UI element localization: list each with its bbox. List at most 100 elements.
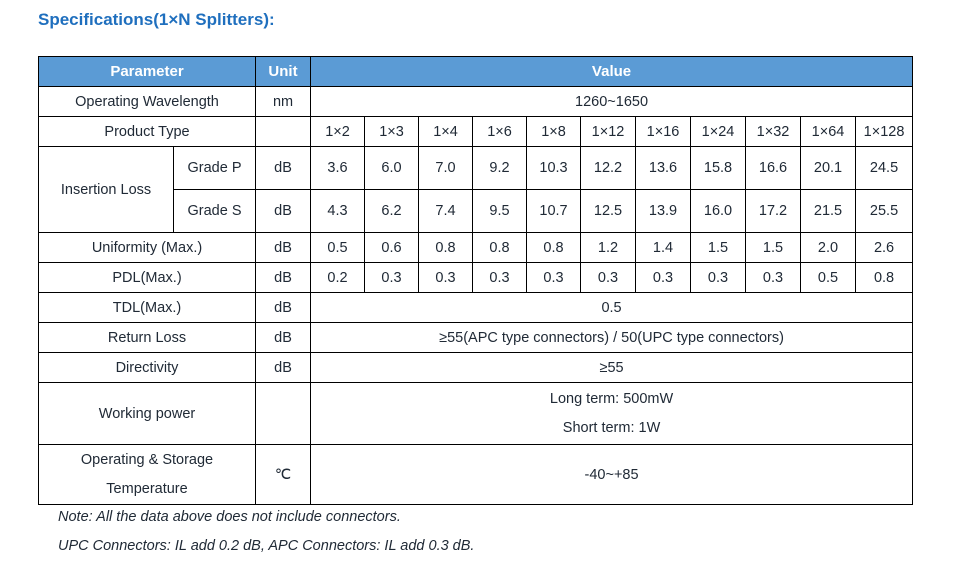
- value-cell: 25.5: [855, 189, 914, 233]
- temperature-label-line1: Operating & Storage: [80, 452, 214, 468]
- working-power-long-term: Long term: 500mW: [549, 391, 674, 407]
- grade-label: Grade P: [172, 146, 257, 190]
- unit-cell: dB: [255, 189, 312, 233]
- value-cell: 3.6: [310, 146, 366, 190]
- value-cell: Long term: 500mW Short term: 1W: [310, 382, 914, 445]
- unit-cell: ℃: [255, 444, 312, 505]
- param-label: Return Loss: [37, 322, 257, 353]
- value-cell: 0.3: [745, 262, 802, 293]
- value-cell: 0.5: [310, 232, 366, 263]
- param-label: Operating & Storage Temperature: [37, 444, 257, 505]
- row-return-loss: Return Loss dB ≥55(APC type connectors) …: [37, 322, 914, 353]
- value-cell: 0.3: [418, 262, 474, 293]
- unit-cell: dB: [255, 292, 312, 323]
- product-type-cell: 1×3: [364, 116, 420, 147]
- product-type-cell: 1×8: [526, 116, 582, 147]
- row-insertion-loss-grade-s: Grade S dB 4.3 6.2 7.4 9.5 10.7 12.5 13.…: [39, 189, 914, 233]
- value-cell: 1.4: [635, 232, 692, 263]
- value-cell: 16.6: [745, 146, 802, 190]
- value-cell: 0.3: [364, 262, 420, 293]
- value-cell: 20.1: [800, 146, 857, 190]
- unit-cell: dB: [255, 322, 312, 353]
- value-cell: 12.2: [580, 146, 637, 190]
- param-label: Working power: [37, 382, 257, 445]
- grade-label: Grade S: [172, 189, 257, 233]
- value-cell: 13.6: [635, 146, 692, 190]
- value-cell: 2.0: [800, 232, 857, 263]
- row-insertion-loss-grade-p: Insertion Loss Grade P dB 3.6 6.0 7.0 9.…: [38, 146, 914, 233]
- unit-cell: dB: [255, 262, 312, 293]
- value-cell: 0.8: [855, 262, 914, 293]
- value-cell: 16.0: [690, 189, 747, 233]
- param-label: Insertion Loss: [38, 146, 174, 233]
- value-cell: 0.8: [418, 232, 474, 263]
- param-label: Operating Wavelength: [37, 86, 257, 117]
- row-pdl: PDL(Max.) dB 0.2 0.3 0.3 0.3 0.3 0.3 0.3…: [37, 262, 914, 293]
- value-cell: 10.7: [526, 189, 582, 233]
- value-cell: ≥55: [310, 352, 914, 383]
- product-type-cell: 1×16: [635, 116, 692, 147]
- value-cell: 9.2: [472, 146, 528, 190]
- note-connectors: Note: All the data above does not includ…: [58, 509, 401, 525]
- param-label: TDL(Max.): [37, 292, 257, 323]
- value-cell: 7.0: [418, 146, 474, 190]
- value-cell: 0.8: [526, 232, 582, 263]
- product-type-cell: 1×64: [800, 116, 857, 147]
- param-label: PDL(Max.): [37, 262, 257, 293]
- value-cell: 15.8: [690, 146, 747, 190]
- value-cell: 7.4: [418, 189, 474, 233]
- value-cell: 0.6: [364, 232, 420, 263]
- header-unit: Unit: [255, 56, 312, 87]
- param-label: Product Type: [37, 116, 257, 147]
- value-cell: 17.2: [745, 189, 802, 233]
- value-cell: 0.3: [635, 262, 692, 293]
- value-cell: 1.5: [690, 232, 747, 263]
- value-cell: 0.8: [472, 232, 528, 263]
- value-cell: 4.3: [310, 189, 366, 233]
- value-cell: 0.2: [310, 262, 366, 293]
- page-title: Specifications(1×N Splitters):: [38, 10, 275, 29]
- value-cell: 1.5: [745, 232, 802, 263]
- product-type-cell: 1×2: [310, 116, 366, 147]
- product-type-cell: 1×4: [418, 116, 474, 147]
- row-operating-wavelength: Operating Wavelength nm 1260~1650: [37, 86, 914, 117]
- unit-cell: dB: [255, 146, 312, 190]
- value-cell: 2.6: [855, 232, 914, 263]
- temperature-label-line2: Temperature: [106, 480, 188, 497]
- row-working-power: Working power Long term: 500mW Short ter…: [37, 382, 914, 445]
- footnotes: Note: All the data above does not includ…: [58, 509, 474, 567]
- unit-cell: [255, 382, 312, 445]
- value-cell: 10.3: [526, 146, 582, 190]
- header-value: Value: [310, 56, 914, 87]
- unit-cell: dB: [255, 352, 312, 383]
- param-label: Uniformity (Max.): [37, 232, 257, 263]
- value-cell: 6.0: [364, 146, 420, 190]
- value-cell: 21.5: [800, 189, 857, 233]
- note-il-add: UPC Connectors: IL add 0.2 dB, APC Conne…: [58, 538, 475, 554]
- value-cell: 0.3: [690, 262, 747, 293]
- working-power-short-term: Short term: 1W: [562, 419, 661, 436]
- header-row: Parameter Unit Value: [37, 56, 914, 87]
- value-cell: 0.5: [310, 292, 914, 323]
- value-cell: 0.3: [526, 262, 582, 293]
- param-label: Directivity: [37, 352, 257, 383]
- row-product-type: Product Type 1×2 1×3 1×4 1×6 1×8 1×12 1×…: [37, 116, 914, 147]
- value-cell: 13.9: [635, 189, 692, 233]
- value-cell: -40~+85: [310, 444, 914, 505]
- value-cell: ≥55(APC type connectors) / 50(UPC type c…: [310, 322, 914, 353]
- product-type-cell: 1×32: [745, 116, 802, 147]
- spec-table: Parameter Unit Value Operating Wavelengt…: [37, 56, 914, 505]
- unit-cell: dB: [255, 232, 312, 263]
- unit-cell: [255, 116, 312, 147]
- row-temperature: Operating & Storage Temperature ℃ -40~+8…: [37, 444, 914, 505]
- value-cell: 24.5: [855, 146, 914, 190]
- row-uniformity: Uniformity (Max.) dB 0.5 0.6 0.8 0.8 0.8…: [37, 232, 914, 263]
- product-type-cell: 1×128: [855, 116, 914, 147]
- value-cell: 1.2: [580, 232, 637, 263]
- value-cell: 12.5: [580, 189, 637, 233]
- product-type-cell: 1×12: [580, 116, 637, 147]
- product-type-cell: 1×24: [690, 116, 747, 147]
- row-directivity: Directivity dB ≥55: [37, 352, 914, 383]
- unit-cell: nm: [255, 86, 312, 117]
